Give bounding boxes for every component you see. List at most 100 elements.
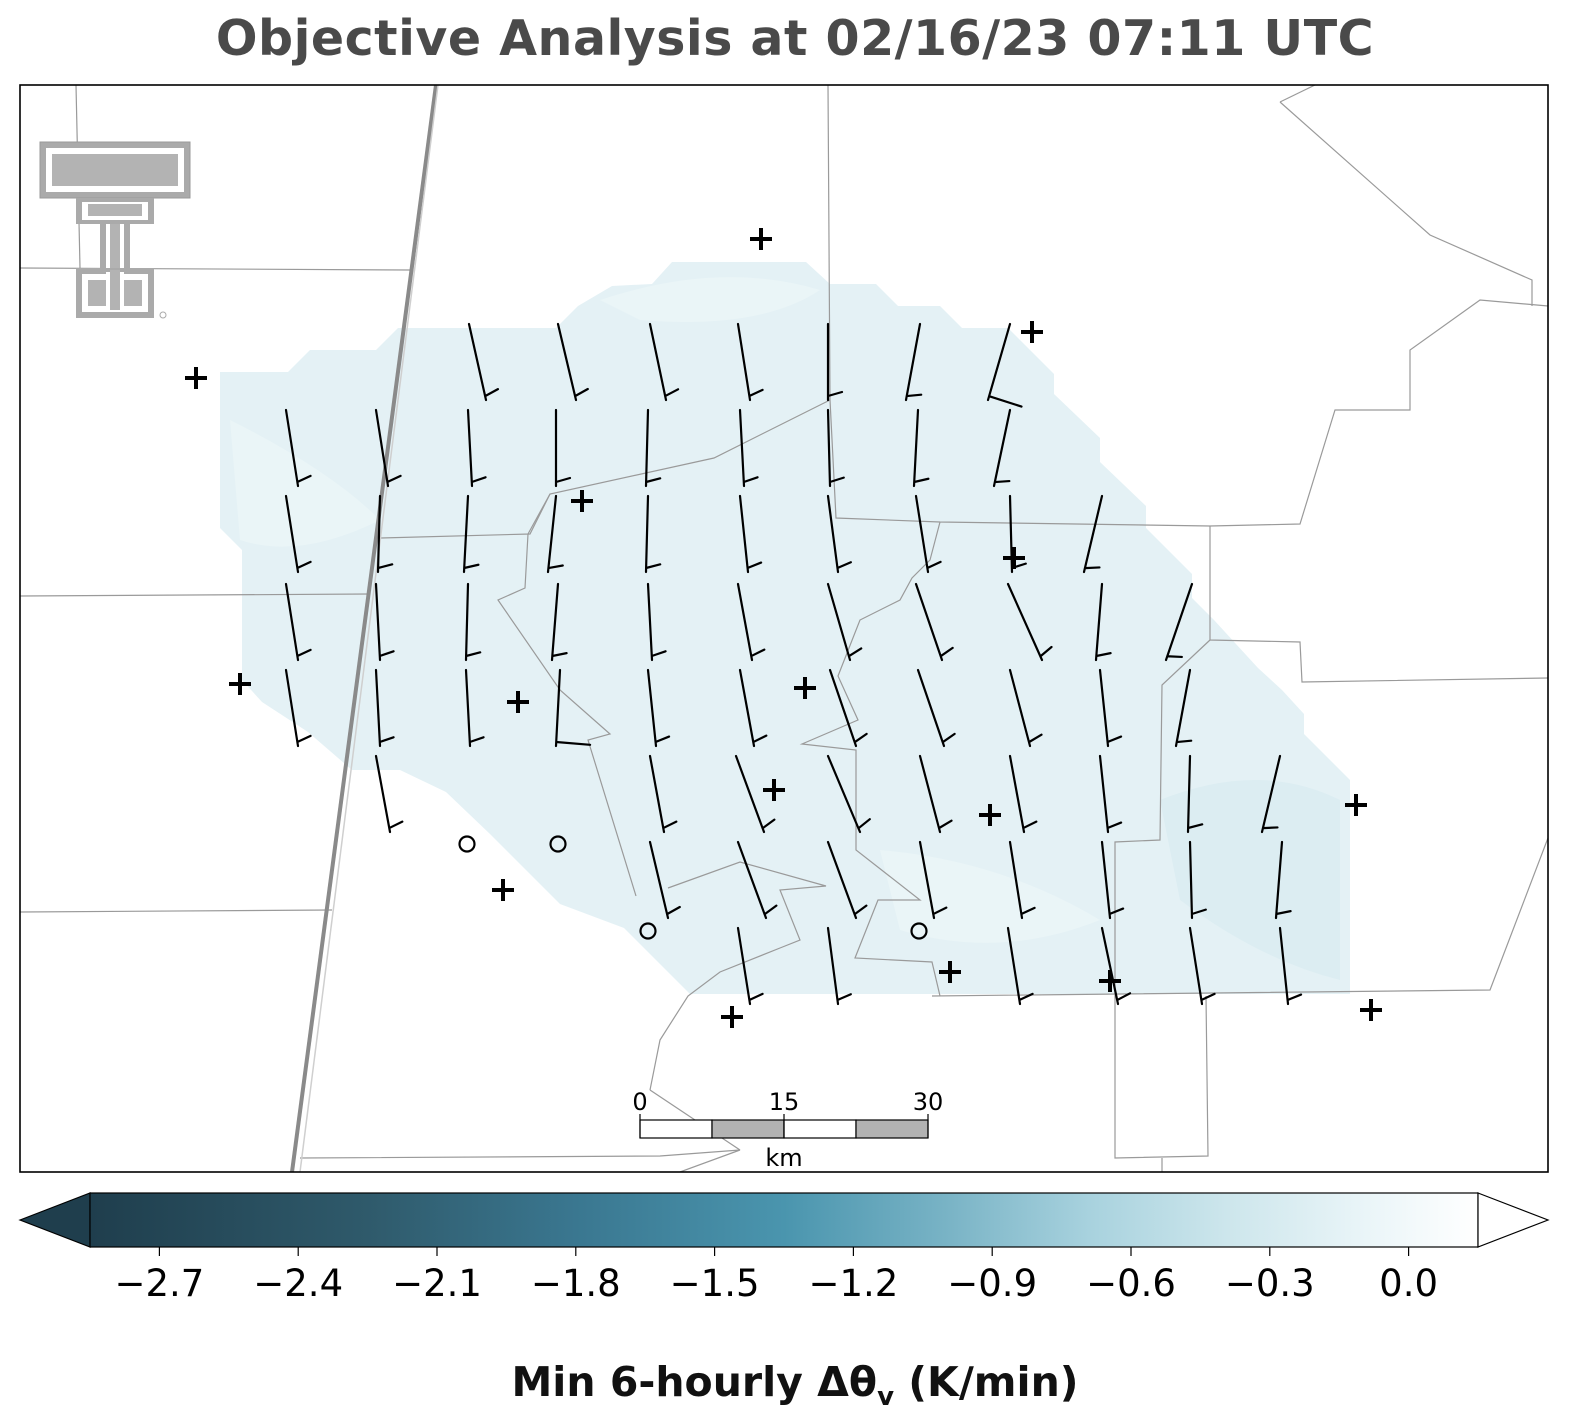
wind-barb [826, 582, 863, 662]
colorbar-tick-label: 0.0 [1379, 1262, 1438, 1305]
wind-barb [556, 322, 589, 402]
calm-wind-circle [549, 835, 567, 853]
wind-barb [826, 322, 844, 402]
wind-barb [918, 840, 948, 920]
scale-unit: km [765, 1144, 802, 1172]
scale-tick-0: 0 [632, 1088, 647, 1116]
colorbar-extend-high [1477, 1192, 1550, 1248]
wind-barb [1164, 582, 1194, 662]
calm-wind-circle [458, 835, 476, 853]
colorbar-tick-label: −0.6 [1086, 1262, 1176, 1305]
wind-barb [546, 494, 564, 574]
wind-barb [648, 322, 680, 402]
wind-barb [374, 754, 404, 834]
wind-barb [986, 322, 1023, 408]
county-boundaries [20, 85, 1548, 1172]
wind-barb [462, 494, 480, 574]
calm-wind-circle [639, 922, 657, 940]
map-frame [19, 84, 1549, 1173]
wind-barb [284, 668, 312, 748]
wind-barb [1006, 582, 1053, 662]
station-plus-marker [750, 228, 772, 250]
wind-barb [736, 322, 764, 402]
wind-barb [1188, 840, 1207, 920]
wind-barb [464, 668, 485, 748]
scale-bar: 0 15 30 km [632, 1088, 943, 1172]
colorbar-tick-label: −2.4 [253, 1262, 343, 1305]
wind-barb [912, 408, 930, 488]
wind-barb [648, 840, 681, 920]
wind-barb [467, 322, 500, 402]
wind-barb [644, 408, 662, 488]
wind-barb [284, 408, 312, 488]
station-plus-marker [1003, 547, 1025, 569]
wind-barb [648, 754, 678, 834]
wind-barb [826, 840, 868, 920]
wind-barb [1186, 754, 1204, 834]
wind-barb [1008, 840, 1036, 920]
colorbar-tick-label: −1.8 [531, 1262, 621, 1305]
station-plus-marker [939, 961, 961, 983]
station-markers [185, 228, 1382, 1028]
colorbar: −2.7 −2.4 −2.1 −1.8 −1.5 −1.2 −0.9 −0.6 −0.3 0.0 [18, 1192, 1550, 1305]
wind-barb [1100, 926, 1132, 1006]
wind-barb [646, 582, 667, 662]
colorbar-tick-label: −2.1 [392, 1262, 482, 1305]
wind-barb [736, 582, 766, 662]
colorbar-tick-label: −2.7 [114, 1262, 204, 1305]
calm-wind-circle [910, 922, 928, 940]
station-plus-marker [185, 367, 207, 389]
wind-barb [826, 408, 845, 488]
wind-barb [646, 668, 671, 748]
wind-barb [828, 668, 868, 748]
station-plus-marker [794, 677, 816, 699]
wind-barb [374, 582, 395, 662]
wind-barbs [284, 322, 1303, 1006]
wind-barb [284, 494, 312, 574]
analysis-field [220, 262, 1350, 994]
colorbar-tick-label: −1.5 [670, 1262, 760, 1305]
colorbar-label: Min 6-hourly Δθv (K/min) [511, 1358, 1079, 1413]
wind-barb [992, 408, 1012, 488]
wind-barb [374, 668, 395, 748]
wind-barb [284, 582, 312, 662]
colorbar-tick-label: −1.2 [808, 1262, 898, 1305]
station-plus-marker [979, 804, 1001, 826]
station-plus-marker [1345, 794, 1367, 816]
wind-barb [738, 494, 763, 574]
wind-barb [904, 322, 923, 402]
wind-barb [554, 668, 592, 748]
scale-tick-30: 30 [913, 1088, 944, 1116]
station-plus-marker [1360, 999, 1382, 1021]
wind-barb [1260, 754, 1282, 834]
station-plus-marker [492, 879, 514, 901]
scale-tick-15: 15 [769, 1088, 800, 1116]
wind-barb [1006, 926, 1034, 1006]
wind-barb [918, 754, 953, 834]
station-plus-marker [1021, 321, 1043, 343]
wind-barb [826, 754, 871, 834]
wind-barb [1100, 840, 1125, 920]
wind-barb [738, 408, 759, 488]
colorbar-tick-label: −0.3 [1225, 1262, 1315, 1305]
highway-line [290, 85, 439, 1172]
wind-barb [736, 926, 764, 1006]
wind-barb [1274, 840, 1292, 920]
wind-barb [1098, 668, 1123, 748]
wind-barb [1008, 668, 1043, 748]
wind-barb [914, 582, 954, 662]
wind-barb [1188, 926, 1216, 1006]
wind-barb [466, 408, 487, 488]
station-plus-marker [763, 779, 785, 801]
wind-barb [826, 494, 852, 574]
wind-barb [554, 408, 572, 488]
wind-barb [376, 494, 394, 574]
texas-tech-double-t-logo [39, 141, 191, 319]
colorbar-gradient [89, 1192, 1479, 1248]
wind-barb [738, 668, 768, 748]
wind-barb [916, 668, 956, 748]
colorbar-extend-low [18, 1192, 91, 1248]
wind-barb [826, 926, 852, 1006]
wind-barb [550, 582, 568, 662]
